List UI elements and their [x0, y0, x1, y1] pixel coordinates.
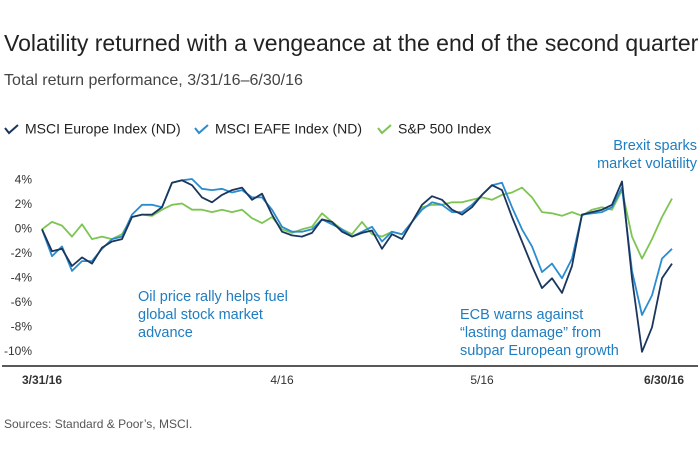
series-line	[41, 186, 673, 260]
annotation: Oil price rally helps fuel	[138, 289, 288, 305]
legend-marker	[377, 124, 392, 135]
annotation: “lasting damage” from	[460, 325, 601, 341]
legend-label: MSCI EAFE Index (ND)	[215, 121, 362, 137]
x-tick-label: 4/16	[270, 373, 294, 387]
legend-label: S&P 500 Index	[398, 121, 491, 137]
annotation: subpar European growth	[460, 343, 619, 359]
legend-label: MSCI Europe Index (ND)	[25, 121, 181, 137]
series-line	[41, 178, 673, 316]
x-tick-label: 3/31/16	[22, 373, 62, 387]
source-note: Sources: Standard & Poor’s, MSCI.	[4, 417, 192, 431]
annotation: market volatility	[597, 156, 698, 172]
annotation: ECB warns against	[460, 307, 583, 323]
annotation: Brexit sparks	[613, 138, 697, 154]
chart-subtitle: Total return performance, 3/31/16–6/30/1…	[4, 72, 303, 89]
y-tick-label: 0%	[15, 221, 33, 235]
series-line	[41, 179, 673, 353]
y-tick-label: 2%	[15, 197, 33, 211]
y-tick-label: -4%	[11, 270, 33, 284]
y-tick-label: -10%	[4, 344, 32, 358]
y-tick-label: -2%	[11, 246, 33, 260]
y-tick-label: -8%	[11, 319, 33, 333]
annotation: advance	[138, 325, 193, 341]
y-tick-label: -6%	[11, 295, 33, 309]
y-tick-label: 4%	[15, 172, 33, 186]
x-tick-label: 5/16	[470, 373, 494, 387]
chart-title: Volatility returned with a vengeance at …	[4, 30, 699, 56]
legend-marker	[4, 124, 19, 135]
annotation: global stock market	[138, 307, 263, 323]
legend-marker	[194, 124, 209, 135]
x-tick-label: 6/30/16	[644, 373, 684, 387]
